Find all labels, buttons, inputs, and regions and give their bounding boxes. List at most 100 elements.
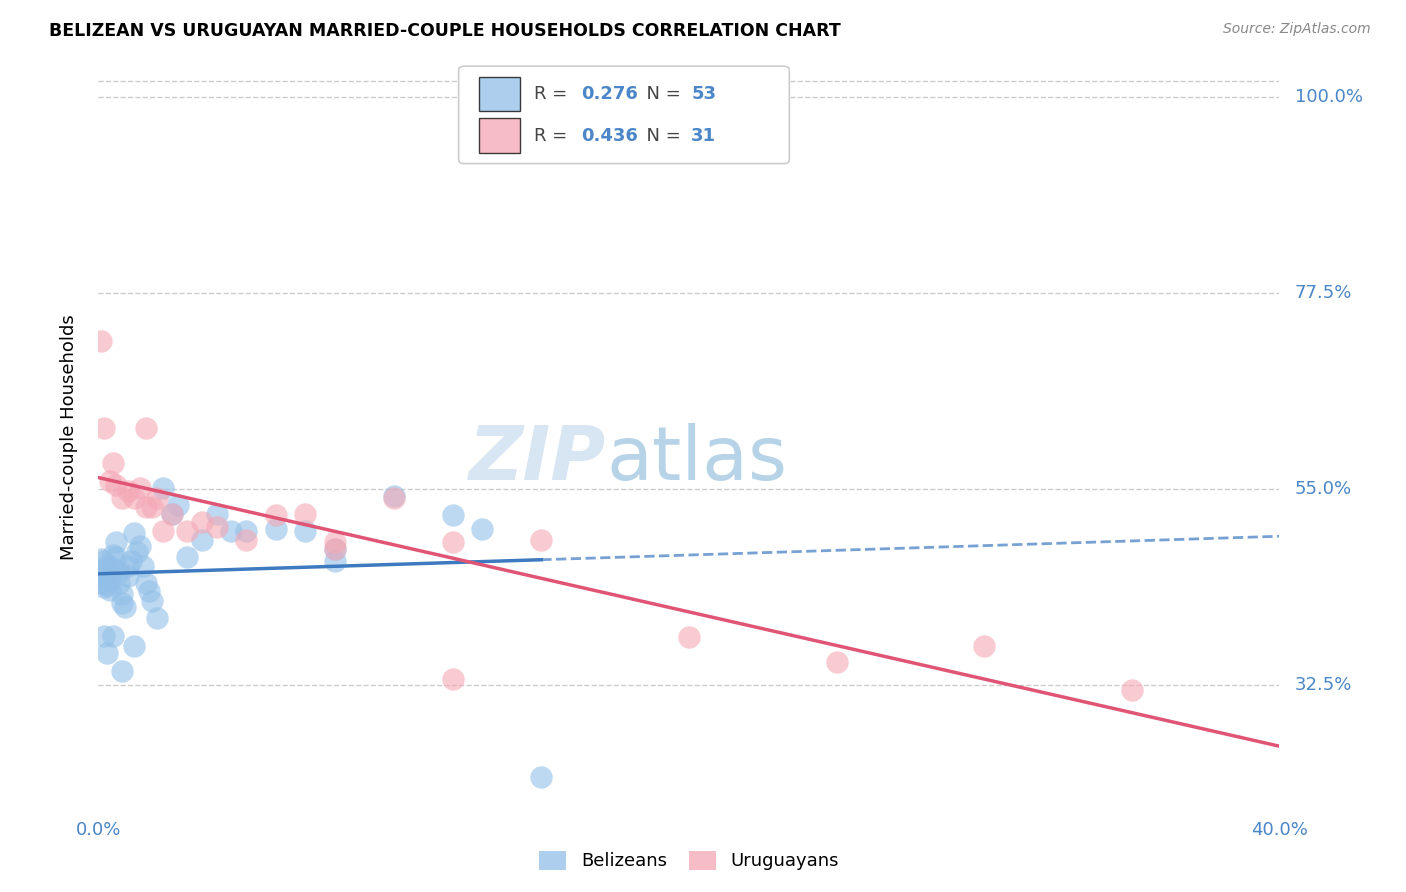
Text: N =: N =: [634, 86, 686, 103]
Point: [128, 539, 150, 553]
Point: [105, 550, 128, 565]
FancyBboxPatch shape: [458, 66, 789, 163]
Point: [90, 334, 112, 349]
Y-axis label: Married-couple Households: Married-couple Households: [59, 314, 77, 560]
Point: [98, 582, 121, 597]
Text: 0.276: 0.276: [582, 86, 638, 103]
Point: [382, 491, 405, 505]
Point: [132, 559, 155, 574]
Point: [141, 594, 163, 608]
Point: [117, 484, 139, 499]
Point: [219, 524, 242, 538]
Point: [138, 584, 160, 599]
Point: [294, 507, 316, 521]
Text: BELIZEAN VS URUGUAYAN MARRIED-COUPLE HOUSEHOLDS CORRELATION CHART: BELIZEAN VS URUGUAYAN MARRIED-COUPLE HOU…: [49, 22, 841, 40]
Text: R =: R =: [534, 127, 574, 145]
Text: R =: R =: [534, 86, 574, 103]
Point: [114, 599, 136, 614]
Point: [93, 568, 115, 582]
Point: [205, 520, 228, 534]
Point: [471, 522, 494, 536]
Point: [530, 533, 553, 547]
Legend: Belizeans, Uruguayans: Belizeans, Uruguayans: [531, 844, 846, 878]
Point: [441, 508, 464, 523]
Point: [117, 559, 139, 574]
Point: [111, 664, 134, 678]
Point: [90, 575, 112, 590]
Point: [323, 541, 346, 556]
Point: [122, 639, 145, 653]
Point: [96, 646, 118, 660]
Text: N =: N =: [634, 127, 686, 145]
Point: [93, 629, 115, 643]
Point: [103, 561, 125, 575]
Text: 77.5%: 77.5%: [1295, 285, 1353, 302]
Point: [135, 500, 157, 514]
Point: [103, 456, 125, 470]
Point: [120, 554, 142, 568]
Point: [117, 569, 139, 583]
Point: [96, 578, 118, 592]
Point: [323, 534, 346, 549]
Point: [146, 491, 169, 505]
Text: 55.0%: 55.0%: [1295, 481, 1353, 499]
Point: [108, 575, 131, 590]
Point: [264, 522, 287, 536]
FancyBboxPatch shape: [478, 77, 520, 112]
Point: [1121, 682, 1143, 697]
Point: [111, 596, 134, 610]
Point: [441, 673, 464, 687]
Point: [162, 507, 183, 521]
Point: [108, 565, 131, 579]
Point: [141, 500, 163, 514]
Point: [98, 565, 121, 579]
Point: [235, 533, 257, 547]
Text: atlas: atlas: [606, 423, 787, 496]
Point: [111, 491, 134, 505]
Text: 100.0%: 100.0%: [1295, 88, 1362, 106]
Point: [135, 421, 157, 435]
Text: ZIP: ZIP: [470, 423, 606, 496]
Text: 31: 31: [692, 127, 716, 145]
Point: [93, 554, 115, 568]
Point: [96, 569, 118, 583]
Point: [825, 655, 848, 669]
Point: [323, 554, 346, 568]
Point: [152, 481, 174, 495]
Point: [162, 507, 183, 521]
Point: [135, 576, 157, 591]
Point: [93, 580, 115, 594]
Text: 0.436: 0.436: [582, 127, 638, 145]
Point: [128, 481, 150, 495]
Point: [122, 525, 145, 540]
Point: [176, 550, 198, 565]
Point: [205, 507, 228, 521]
Point: [152, 524, 174, 538]
Point: [96, 559, 118, 574]
Point: [382, 489, 405, 503]
Text: 32.5%: 32.5%: [1295, 676, 1353, 694]
Point: [678, 631, 700, 645]
Point: [973, 639, 995, 653]
Point: [294, 524, 316, 538]
Point: [105, 534, 128, 549]
FancyBboxPatch shape: [478, 119, 520, 153]
Point: [125, 545, 148, 559]
Point: [167, 498, 190, 512]
Point: [441, 534, 464, 549]
Text: Source: ZipAtlas.com: Source: ZipAtlas.com: [1223, 22, 1371, 37]
Point: [103, 548, 125, 562]
Point: [111, 587, 134, 601]
Point: [264, 508, 287, 523]
Point: [146, 611, 169, 625]
Point: [530, 770, 553, 784]
Point: [93, 421, 115, 435]
Point: [323, 541, 346, 556]
Point: [90, 552, 112, 566]
Point: [176, 524, 198, 538]
Text: 53: 53: [692, 86, 716, 103]
Point: [191, 516, 214, 530]
Point: [122, 491, 145, 505]
Point: [98, 574, 121, 588]
Point: [235, 524, 257, 538]
